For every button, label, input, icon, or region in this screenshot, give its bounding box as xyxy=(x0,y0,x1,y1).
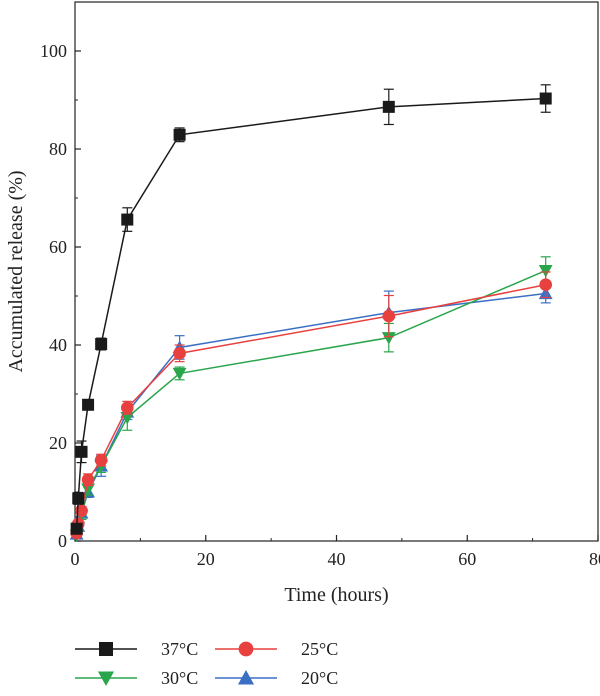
y-tick-label: 0 xyxy=(58,531,67,551)
legend-marker xyxy=(99,642,113,656)
legend-entry: 37°C xyxy=(75,639,198,659)
data-point xyxy=(172,367,187,381)
y-tick-label: 20 xyxy=(49,433,67,453)
x-tick-label: 40 xyxy=(328,549,346,569)
series-line xyxy=(75,283,546,534)
y-tick-label: 60 xyxy=(49,237,67,257)
y-tick-label: 100 xyxy=(40,41,67,61)
legend-marker xyxy=(237,669,255,685)
legend-marker xyxy=(238,641,254,657)
data-point xyxy=(95,338,108,351)
y-tick-label: 80 xyxy=(49,139,67,159)
legend-label: 37°C xyxy=(161,639,198,659)
x-tick-label: 0 xyxy=(71,549,80,569)
data-point xyxy=(70,522,83,535)
x-axis-label: Time (hours) xyxy=(284,584,388,606)
legend-label: 30°C xyxy=(161,668,198,688)
plot-frame xyxy=(74,1,599,542)
series-line xyxy=(75,97,546,529)
data-point xyxy=(81,483,95,496)
y-tick-label: 40 xyxy=(49,335,67,355)
legend-entry: 30°C xyxy=(75,668,198,688)
data-point xyxy=(381,332,396,345)
data-point xyxy=(121,401,134,415)
data-point xyxy=(538,265,553,278)
legend-entry: 20°C xyxy=(215,668,338,688)
data-point xyxy=(173,128,186,141)
legend-label: 20°C xyxy=(301,668,338,688)
legend-marker xyxy=(97,671,115,687)
data-point xyxy=(539,278,552,292)
y-axis-label: Accumulated release (%) xyxy=(5,170,27,372)
data-point xyxy=(539,92,552,105)
legend-label: 25°C xyxy=(301,639,338,659)
data-point xyxy=(382,100,395,113)
data-point xyxy=(121,213,134,226)
data-point xyxy=(72,492,85,505)
x-tick-label: 60 xyxy=(458,549,476,569)
x-tick-label: 20 xyxy=(197,549,215,569)
series-triangle-down xyxy=(69,256,553,543)
data-point xyxy=(173,347,186,360)
data-point xyxy=(75,445,88,458)
data-point xyxy=(82,398,95,411)
series-line xyxy=(75,269,546,536)
data-point xyxy=(81,473,95,487)
legend-entry: 25°C xyxy=(215,639,338,659)
data-point xyxy=(94,453,108,467)
x-tick-label: 80 xyxy=(589,549,600,569)
series-circle xyxy=(70,271,552,540)
data-point xyxy=(382,309,396,323)
series-square xyxy=(70,84,552,535)
series-triangle-up xyxy=(69,283,553,540)
